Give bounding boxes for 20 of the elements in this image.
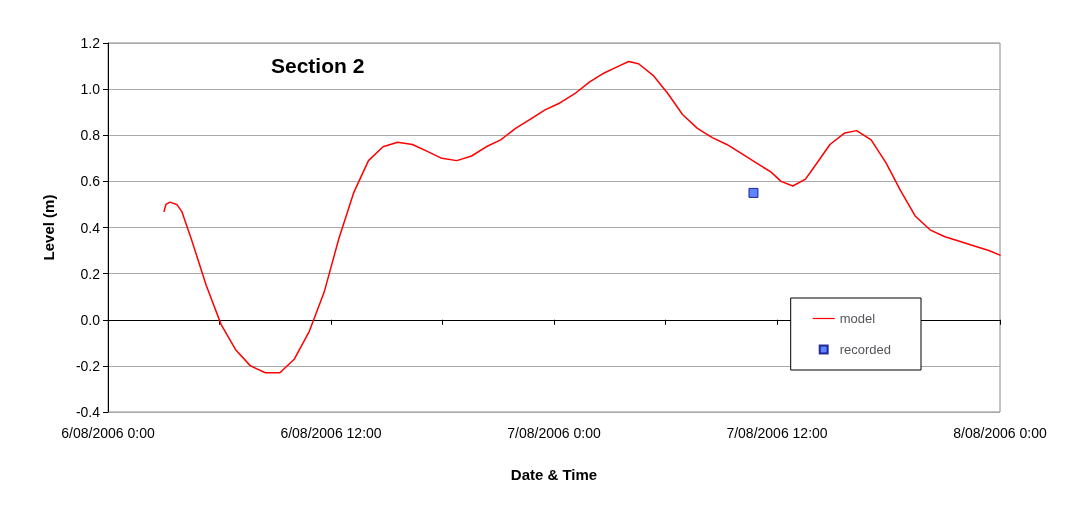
y-tick-label: 1.2	[80, 35, 101, 51]
text: Section 2	[271, 54, 365, 77]
y-tick-label: 0.8	[80, 127, 101, 144]
y-axis-title: Level (m)	[40, 194, 57, 261]
legend-label: recorded	[839, 342, 891, 357]
line-series	[163, 60, 1001, 374]
y-tick-label: -0.4	[75, 404, 101, 420]
x-axis-title: Date & Time	[510, 466, 598, 483]
x-tick-label: 7/08/2006 0:00	[507, 425, 601, 441]
y-tick-label: 0.2	[80, 265, 101, 282]
y-tick-label: 0.4	[80, 219, 101, 236]
y-tick-label: -0.2	[75, 357, 101, 374]
legend-label: model	[839, 311, 876, 326]
y-tick-label: 0.0	[80, 311, 101, 328]
x-tick-label: 6/08/2006 0:00	[61, 425, 155, 441]
y-tick-label: 0.6	[80, 173, 101, 190]
x-tick-label: 6/08/2006 12:00	[280, 425, 382, 441]
y-tick-label: 1.0	[80, 81, 101, 98]
x-tick-label: 7/08/2006 12:00	[726, 425, 828, 441]
x-tick-label: 8/08/2006 0:00	[953, 425, 1047, 441]
